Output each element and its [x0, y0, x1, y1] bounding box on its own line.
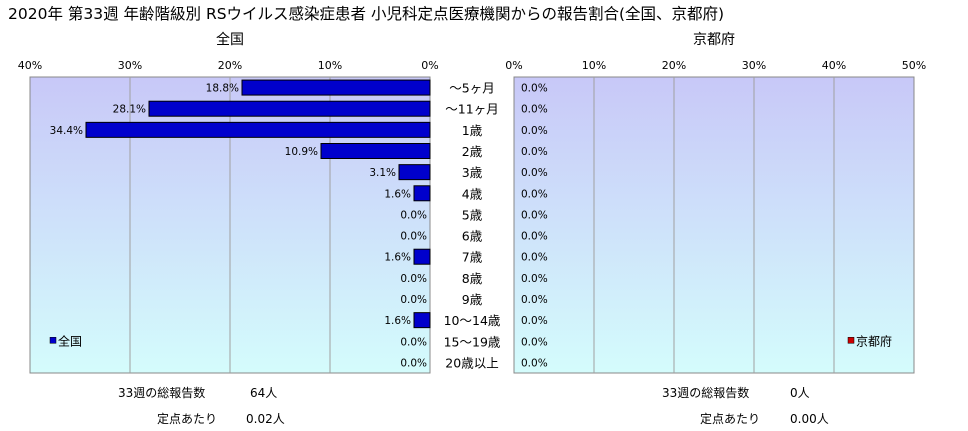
category-label: 2歳	[462, 144, 483, 159]
category-label: 20歳以上	[445, 355, 498, 370]
category-label: 15〜19歳	[444, 334, 501, 349]
kyoto-tick-label: 0%	[505, 59, 522, 72]
kyoto-data-label: 0.0%	[521, 231, 548, 243]
kyoto-tick-label: 10%	[582, 59, 606, 72]
national-data-label: 18.8%	[206, 83, 239, 95]
national-per-site-value: 0.02人	[246, 412, 285, 426]
national-bar	[148, 100, 431, 117]
national-data-label: 0.0%	[400, 209, 427, 221]
chart-title: 2020年 第33週 年齢階級別 RSウイルス感染症患者 小児科定点医療機関から…	[8, 5, 725, 23]
kyoto-tick-label: 50%	[902, 59, 926, 72]
category-label: 10〜14歳	[444, 313, 501, 328]
kyoto-data-label: 0.0%	[521, 273, 548, 285]
kyoto-data-label: 0.0%	[521, 146, 548, 158]
national-tick-label: 40%	[18, 59, 42, 72]
national-tick-label: 10%	[318, 59, 342, 72]
national-bar	[398, 164, 431, 181]
national-panel-title: 全国	[216, 31, 244, 48]
kyoto-per-site-value: 0.00人	[790, 412, 829, 426]
category-label: 8歳	[462, 271, 483, 286]
kyoto-reports-value: 0人	[790, 386, 810, 400]
national-bar	[413, 312, 431, 329]
kyoto-data-label: 0.0%	[521, 252, 548, 264]
kyoto-data-label: 0.0%	[521, 336, 548, 348]
category-label: 6歳	[462, 229, 483, 244]
kyoto-data-label: 0.0%	[521, 125, 548, 137]
national-legend-swatch	[49, 337, 57, 344]
kyoto-data-label: 0.0%	[521, 83, 548, 95]
national-per-site-label: 定点あたり	[157, 412, 218, 426]
national-data-label: 1.6%	[384, 252, 411, 264]
national-data-label: 34.4%	[50, 125, 83, 137]
kyoto-tick-label: 20%	[662, 59, 686, 72]
national-tick-label: 30%	[118, 59, 142, 72]
national-data-label: 0.0%	[400, 273, 427, 285]
national-data-label: 3.1%	[369, 167, 396, 179]
national-data-label: 28.1%	[113, 104, 146, 116]
kyoto-plot-area	[513, 76, 915, 374]
kyoto-legend-label: 京都府	[856, 333, 892, 348]
category-label: 7歳	[462, 250, 483, 265]
kyoto-reports-label: 33週の総報告数	[662, 386, 750, 400]
national-data-label: 1.6%	[384, 315, 411, 327]
category-label: 9歳	[462, 292, 483, 307]
kyoto-legend-swatch	[847, 337, 855, 344]
national-reports-label: 33週の総報告数	[118, 386, 206, 400]
kyoto-per-site-label: 定点あたり	[700, 412, 761, 426]
national-reports-value: 64人	[250, 386, 278, 400]
kyoto-data-label: 0.0%	[521, 357, 548, 369]
national-legend-label: 全国	[58, 333, 82, 348]
kyoto-panel-title: 京都府	[693, 32, 735, 48]
category-label: 5歳	[462, 207, 483, 222]
category-label: 〜11ヶ月	[445, 102, 498, 117]
category-label: 4歳	[462, 186, 483, 201]
national-data-label: 0.0%	[400, 294, 427, 306]
national-bar	[413, 185, 431, 202]
national-bar	[241, 79, 431, 96]
national-tick-label: 0%	[421, 59, 438, 72]
national-tick-label: 20%	[218, 59, 242, 72]
national-data-label: 0.0%	[400, 231, 427, 243]
category-label: 1歳	[462, 123, 483, 138]
national-data-label: 0.0%	[400, 357, 427, 369]
national-bar	[85, 121, 431, 138]
national-data-label: 1.6%	[384, 188, 411, 200]
category-label: 3歳	[462, 165, 483, 180]
kyoto-data-label: 0.0%	[521, 167, 548, 179]
national-bar	[413, 248, 431, 265]
kyoto-data-label: 0.0%	[521, 209, 548, 221]
kyoto-data-label: 0.0%	[521, 104, 548, 116]
kyoto-data-label: 0.0%	[521, 294, 548, 306]
national-data-label: 10.9%	[285, 146, 318, 158]
national-data-label: 0.0%	[400, 336, 427, 348]
national-bar	[320, 143, 431, 159]
kyoto-data-label: 0.0%	[521, 188, 548, 200]
kyoto-data-label: 0.0%	[521, 315, 548, 327]
kyoto-tick-label: 40%	[822, 59, 846, 72]
kyoto-tick-label: 30%	[742, 59, 766, 72]
category-label: 〜5ヶ月	[449, 81, 494, 96]
